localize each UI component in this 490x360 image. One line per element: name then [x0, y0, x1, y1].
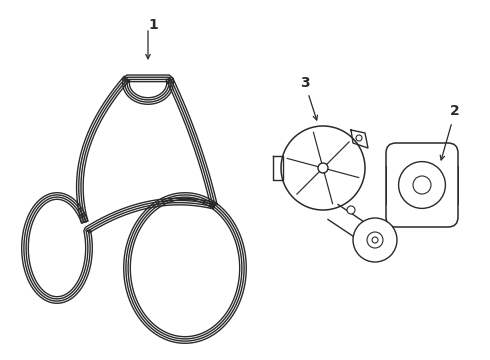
Circle shape — [398, 162, 445, 208]
Circle shape — [353, 218, 397, 262]
Polygon shape — [273, 156, 283, 180]
Text: 3: 3 — [300, 76, 310, 90]
Polygon shape — [351, 130, 368, 148]
Polygon shape — [328, 204, 380, 247]
Circle shape — [356, 135, 362, 141]
Circle shape — [372, 237, 378, 243]
Circle shape — [367, 232, 383, 248]
Text: 1: 1 — [148, 18, 158, 32]
Circle shape — [347, 206, 355, 214]
Text: 2: 2 — [450, 104, 460, 118]
Circle shape — [413, 176, 431, 194]
Circle shape — [318, 163, 328, 173]
Circle shape — [281, 126, 365, 210]
FancyBboxPatch shape — [386, 143, 458, 227]
